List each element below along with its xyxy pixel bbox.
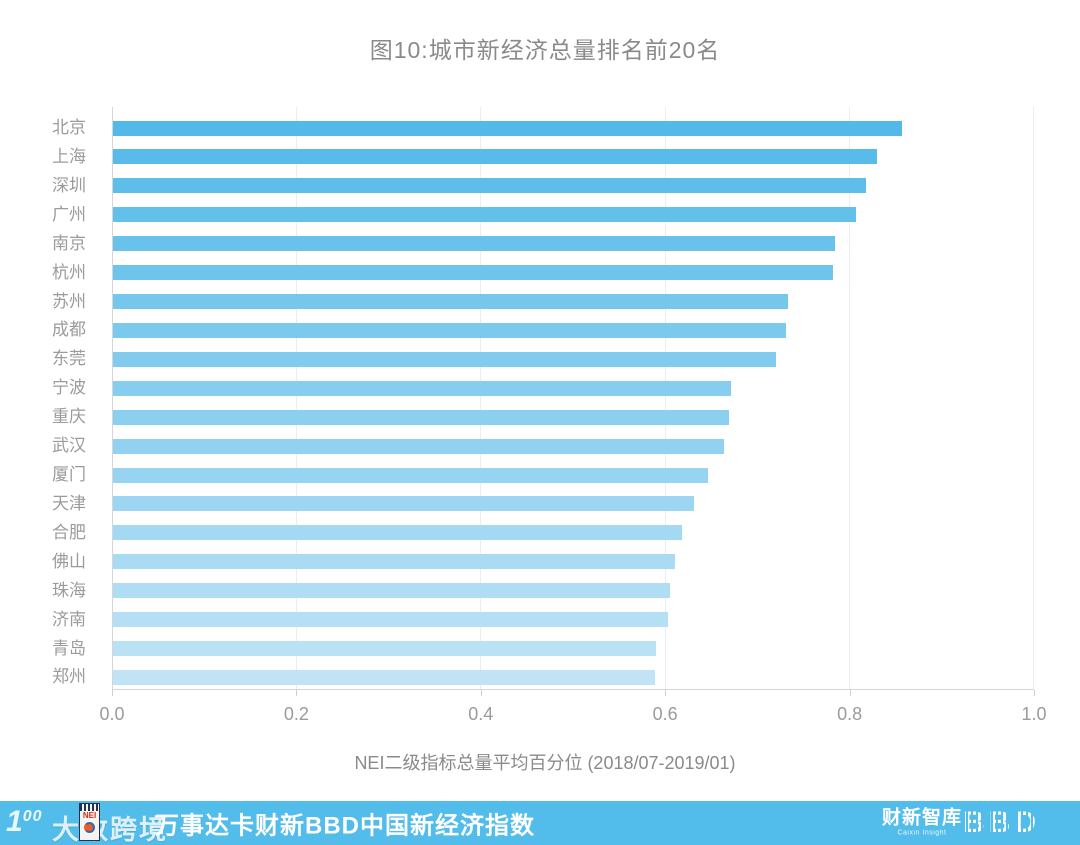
bar-上海	[113, 149, 877, 165]
x-axis-title: NEI二级指标总量平均百分位 (2018/07-2019/01)	[354, 753, 736, 773]
city-label-重庆: 重庆	[52, 407, 86, 427]
city-label-东莞: 东莞	[52, 349, 86, 369]
bar-珠海	[113, 583, 671, 599]
city-label-济南: 济南	[52, 609, 86, 629]
x-tick-mark-0.8	[849, 690, 851, 696]
city-label-青岛: 青岛	[52, 638, 86, 658]
city-label-宁波: 宁波	[52, 378, 86, 398]
nei-report-badge-icon: NEI	[79, 803, 100, 841]
caixin-logo-text: 财新智库	[882, 807, 963, 829]
bar-武汉	[113, 438, 724, 454]
bar-青岛	[113, 641, 657, 657]
city-label-苏州: 苏州	[52, 291, 86, 311]
x-tick-label-0.0: 0.0	[99, 704, 125, 724]
caixin-logo-subtitle: Caixin Insight	[897, 829, 947, 837]
bar-厦门	[113, 467, 708, 483]
city-label-深圳: 深圳	[52, 175, 86, 195]
x-tick-mark-0.2	[296, 690, 298, 696]
city-label-成都: 成都	[52, 320, 86, 340]
city-label-厦门: 厦门	[52, 465, 86, 485]
bar-南京	[113, 236, 836, 252]
nei-badge-label: NEI	[82, 811, 97, 820]
bbd-logo: BBD	[963, 806, 1040, 839]
nei-badge-circle-icon	[84, 822, 95, 833]
city-label-天津: 天津	[52, 493, 86, 513]
city-label-上海: 上海	[52, 146, 86, 166]
x-tick-label-0.2: 0.2	[283, 704, 309, 724]
x-tick-mark-0.0	[112, 690, 113, 696]
x-tick-mark-1.0	[1034, 690, 1035, 696]
bar-天津	[113, 496, 695, 512]
bar-重庆	[113, 409, 730, 425]
gridline-1.0	[1033, 107, 1034, 689]
x-tick-label-1.0: 1.0	[1021, 704, 1047, 724]
gridline-0.8	[848, 107, 850, 689]
x-tick-label-0.6: 0.6	[652, 704, 678, 724]
gridline-0.2	[296, 107, 298, 689]
bar-成都	[113, 322, 787, 338]
city-label-合肥: 合肥	[52, 522, 86, 542]
y-axis-category-labels: 北京上海深圳广州南京杭州苏州成都东莞宁波重庆武汉厦门天津合肥佛山珠海济南青岛郑州	[0, 107, 99, 690]
bar-济南	[113, 612, 669, 628]
gridline-0.4	[480, 107, 482, 689]
caixin-insight-logo: 财新智库 Caixin Insight	[882, 807, 963, 838]
city-label-佛山: 佛山	[52, 551, 86, 571]
x-tick-label-0.4: 0.4	[468, 704, 494, 724]
city-label-广州: 广州	[52, 204, 86, 224]
footer-title: 万事达卡财新BBD中国新经济指数	[155, 812, 535, 840]
watermark-text: 大数跨境	[52, 815, 168, 845]
footer-bar: 100 大数跨境 NEI 万事达卡财新BBD中国新经济指数 财新智库 Caixi…	[0, 801, 1080, 845]
city-label-南京: 南京	[52, 233, 86, 253]
city-label-武汉: 武汉	[52, 436, 86, 456]
x-axis: 0.0 0.2 0.4 0.6 0.8 1.0	[99, 690, 1047, 730]
bar-深圳	[113, 178, 867, 194]
watermark-100-logo-icon: 100	[6, 805, 43, 838]
gridline-0.6	[664, 107, 666, 689]
bar-苏州	[113, 294, 789, 310]
city-label-珠海: 珠海	[52, 580, 86, 600]
bar-宁波	[113, 380, 731, 396]
city-label-杭州: 杭州	[52, 262, 86, 282]
bar-郑州	[113, 669, 656, 685]
x-tick-mark-0.6	[665, 690, 667, 696]
plot-area	[112, 107, 1034, 690]
page-title: 图10:城市新经济总量排名前20名	[369, 37, 721, 63]
bar-广州	[113, 207, 857, 223]
nei-badge-barcode-icon	[80, 804, 99, 811]
bar-佛山	[113, 554, 675, 570]
x-tick-mark-0.4	[480, 690, 482, 696]
city-label-郑州: 郑州	[52, 667, 86, 687]
bar-杭州	[113, 265, 834, 281]
bar-北京	[113, 120, 903, 136]
x-tick-label-0.8: 0.8	[837, 704, 863, 724]
city-label-北京: 北京	[52, 118, 86, 137]
bar-东莞	[113, 351, 777, 367]
bar-合肥	[113, 525, 683, 541]
